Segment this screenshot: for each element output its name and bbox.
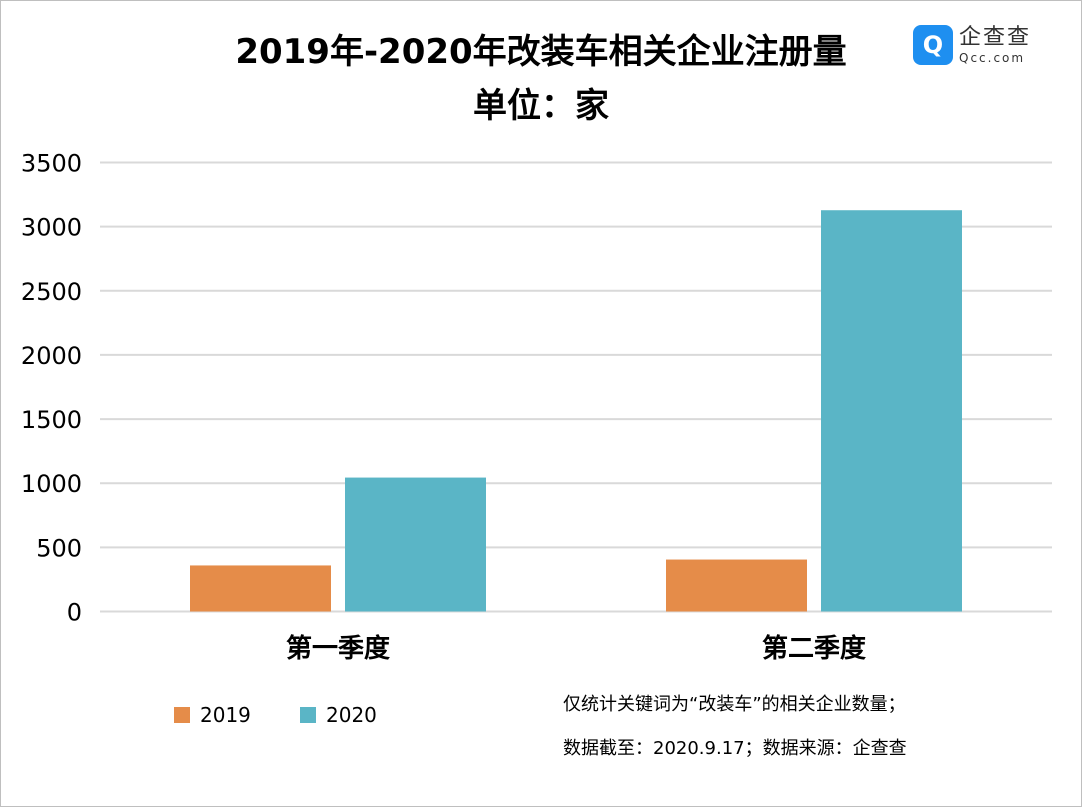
chart-title: 2019年-2020年改装车相关企业注册量 [235, 32, 847, 72]
y-tick-label: 2500 [21, 278, 82, 306]
y-tick-label: 2000 [21, 342, 82, 370]
x-category-label: 第一季度 [286, 633, 390, 664]
bar-2020-1 [345, 477, 486, 612]
y-tick-label: 1000 [21, 470, 82, 498]
qcc-logo: Q 企查查 Qcc.com [913, 25, 1031, 65]
bar-2020-2 [821, 210, 962, 612]
legend-swatch-2020 [300, 707, 316, 723]
y-tick-label: 3500 [21, 150, 82, 178]
logo-cn-text: 企查查 [959, 24, 1032, 50]
chart-subtitle: 单位：家 [473, 86, 609, 126]
note-source: 数据截至：2020.9.17；数据来源：企查查 [563, 738, 907, 759]
y-tick-label: 500 [36, 534, 82, 562]
bar-2019-1 [190, 565, 331, 612]
y-tick-label: 1500 [21, 406, 82, 434]
bar-2019-2 [666, 559, 807, 612]
legend-item-2019: 2019 [174, 703, 251, 727]
y-tick-label: 0 [67, 599, 82, 627]
qcc-logo-icon: Q [913, 25, 953, 65]
note-scope: 仅统计关键词为“改装车”的相关企业数量； [563, 694, 906, 715]
legend-label-2020: 2020 [326, 703, 377, 727]
legend-swatch-2019 [174, 707, 190, 723]
legend-label-2019: 2019 [200, 703, 251, 727]
y-tick-label: 3000 [21, 214, 82, 242]
x-category-label: 第二季度 [762, 633, 866, 664]
logo-en-text: Qcc.com [959, 50, 1026, 65]
legend-item-2020: 2020 [300, 703, 377, 727]
